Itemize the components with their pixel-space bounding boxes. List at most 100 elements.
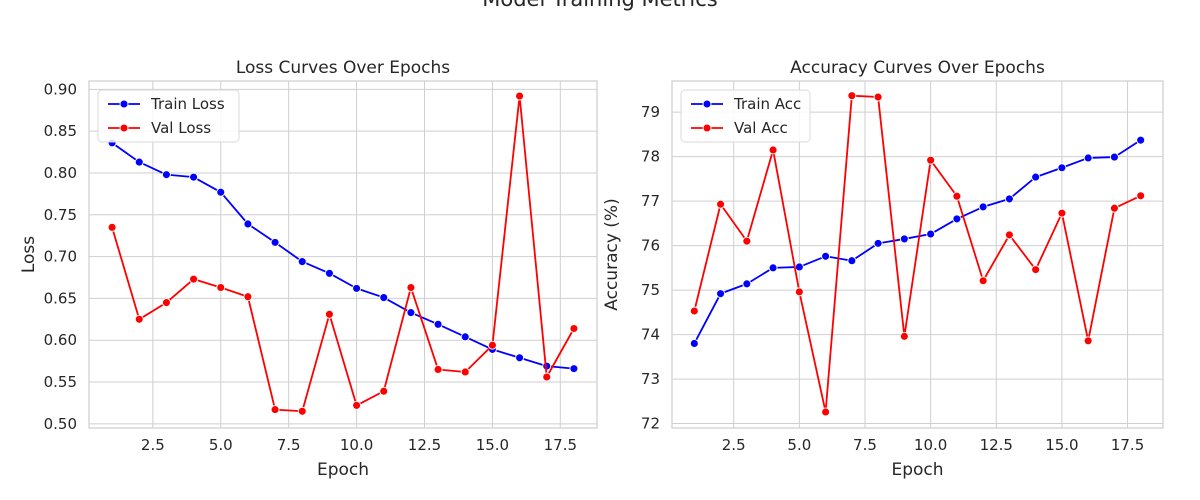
y-tick-label: 0.60 <box>44 331 77 349</box>
data-point <box>821 407 831 417</box>
data-point <box>768 263 778 273</box>
x-axis-label: Epoch <box>317 460 369 480</box>
x-tick-label: 17.5 <box>1111 436 1144 454</box>
x-tick-label: 2.5 <box>722 436 746 454</box>
y-tick-label: 0.85 <box>44 122 77 140</box>
data-point <box>926 229 936 239</box>
data-point <box>926 155 936 165</box>
y-tick-label: 79 <box>641 103 660 121</box>
data-point <box>742 279 752 289</box>
accuracy-chart-panel: 2.5 5.0 7.5 10.0 12.5 15.0 17.5 72 73 74 75 76 77 78 7… <box>602 58 1164 480</box>
data-point <box>189 274 199 284</box>
y-tick-label: 78 <box>641 148 660 166</box>
data-point <box>270 237 280 247</box>
data-point <box>542 372 552 382</box>
data-point <box>134 157 144 167</box>
data-point <box>216 187 226 197</box>
data-point <box>379 386 389 396</box>
data-point <box>460 367 470 377</box>
legend-marker <box>702 123 712 133</box>
data-point <box>952 214 962 224</box>
data-point <box>978 202 988 212</box>
x-tick-label: 5.0 <box>787 436 811 454</box>
data-point <box>433 365 443 374</box>
data-point <box>161 170 171 180</box>
data-point <box>569 324 579 333</box>
y-tick-label: 0.70 <box>44 248 77 266</box>
data-point <box>161 298 171 308</box>
y-tick-label: 0.80 <box>44 164 77 182</box>
data-point <box>1109 152 1119 162</box>
y-axis-label: Loss <box>19 236 39 273</box>
data-point <box>352 400 362 410</box>
y-tick-label: 0.55 <box>44 373 77 391</box>
x-tick-label: 12.5 <box>980 436 1013 454</box>
legend-marker <box>119 123 129 133</box>
data-point <box>270 405 280 415</box>
y-tick-label: 72 <box>641 415 660 433</box>
data-point <box>794 287 804 297</box>
data-point <box>1057 208 1067 218</box>
legend-label: Val Acc <box>734 119 788 137</box>
data-point <box>324 268 334 278</box>
data-point <box>216 283 226 292</box>
data-point <box>689 339 699 348</box>
data-point <box>433 319 443 329</box>
data-point <box>899 234 909 244</box>
x-tick-label: 15.0 <box>1045 436 1078 454</box>
series-line <box>111 95 575 413</box>
legend-label: Val Loss <box>151 119 211 137</box>
x-tick-label: 7.5 <box>277 436 301 454</box>
data-point <box>134 314 144 324</box>
data-point <box>873 238 883 248</box>
data-point <box>978 276 988 286</box>
legend-marker <box>119 99 129 109</box>
legend-label: Train Acc <box>733 95 801 113</box>
data-point <box>689 306 699 316</box>
series-line <box>111 142 574 370</box>
data-point <box>569 364 579 374</box>
x-tick-label: 12.5 <box>408 436 441 454</box>
data-point <box>952 191 962 201</box>
data-point <box>487 340 497 350</box>
data-point <box>515 353 525 363</box>
data-point <box>873 92 883 102</box>
x-tick-label: 5.0 <box>209 436 233 454</box>
data-point <box>1031 172 1041 182</box>
y-tick-label: 76 <box>641 237 660 255</box>
x-tick-label: 10.0 <box>914 436 947 454</box>
data-point <box>1031 265 1041 275</box>
data-point <box>460 332 470 342</box>
series-line <box>693 94 1142 413</box>
data-point <box>324 309 334 319</box>
chart-title: Accuracy Curves Over Epochs <box>790 58 1045 78</box>
data-point <box>742 236 752 246</box>
data-point <box>768 145 778 155</box>
data-point <box>1109 203 1119 213</box>
data-point <box>406 308 416 318</box>
x-tick-label: 15.0 <box>476 436 509 454</box>
data-point <box>1083 336 1093 346</box>
y-axis-label: Accuracy (%) <box>602 198 622 310</box>
data-point <box>1057 163 1067 173</box>
y-tick-label: 73 <box>641 370 660 388</box>
data-point <box>243 292 253 302</box>
series-line <box>693 139 1142 344</box>
data-point <box>1136 191 1146 201</box>
x-tick-label: 7.5 <box>853 436 877 454</box>
y-tick-label: 77 <box>641 192 660 210</box>
y-tick-label: 0.90 <box>44 80 77 98</box>
data-point <box>1083 153 1093 163</box>
data-point <box>406 283 416 292</box>
data-point <box>794 262 804 272</box>
data-point <box>1004 194 1014 204</box>
data-point <box>515 91 525 101</box>
loss-chart-panel: 2.5 5.0 7.5 10.0 12.5 15.0 17.5 0.50 0.55 0.60 0.6… <box>19 58 598 480</box>
data-point <box>1004 230 1014 240</box>
x-axis-label: Epoch <box>891 460 943 480</box>
data-point <box>107 222 117 232</box>
data-point <box>243 219 253 229</box>
plot-frame <box>671 80 1164 429</box>
data-point <box>899 331 909 341</box>
